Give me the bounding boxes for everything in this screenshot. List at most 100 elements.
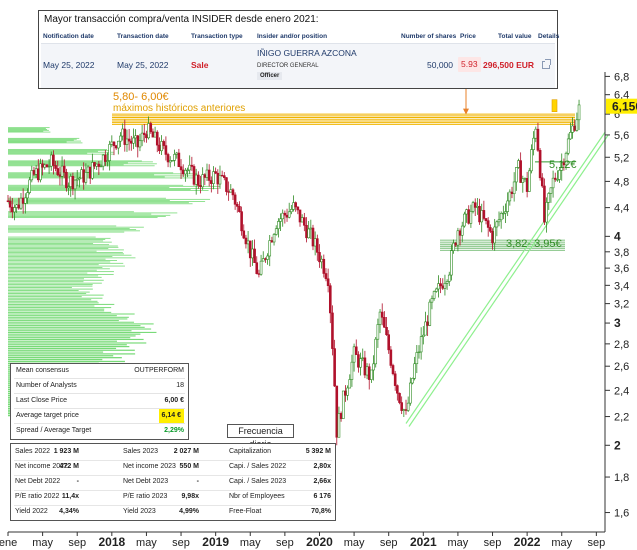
volume-profile-bar [8,331,157,333]
fundamental-label: P/E ratio 2023 [123,493,168,500]
x-tick-label: may [448,537,469,549]
candle-body [551,177,555,189]
candle-body [560,162,564,171]
volume-profile-bar [8,345,130,348]
volume-profile-bar [8,225,117,227]
volume-profile-bar [8,128,46,129]
external-link-icon[interactable] [542,59,551,69]
candle-body [270,240,274,243]
candle-body [549,187,553,194]
candle-body [166,154,170,163]
candle-body [439,283,442,287]
volume-profile-bar [8,243,94,244]
fundamental-label: Net income 2022 [15,463,68,470]
candle-body [190,164,194,167]
volume-profile-bar [8,302,99,304]
volume-profile-bar [8,252,123,253]
x-tick-label: sep [276,537,294,549]
volume-profile-bar [8,340,117,342]
volume-profile-bar [8,161,153,163]
volume-profile-bar [8,285,93,287]
volume-profile-bar [8,308,105,310]
candle-body [391,365,395,375]
candle-body [556,179,559,181]
x-tick-label: 2019 [202,535,229,549]
candle-body [480,210,484,223]
volume-profile-bar [8,256,113,257]
y-tick-label: 1,8 [614,472,629,484]
candle-body [145,134,148,139]
volume-profile-bar [8,320,119,322]
volume-profile-bar [8,262,124,264]
candle-body [99,165,103,168]
volume-profile-bar [8,228,130,229]
volume-profile-bar [8,202,189,204]
candle-body [283,212,287,216]
candle-body [497,219,501,223]
candle-body [478,206,481,223]
fundamental-value: 4,34% [59,508,79,515]
volume-profile-bar [8,318,128,320]
volume-profile-bar [8,131,51,133]
candle-body [106,160,109,162]
transaction-price: 5.93 [458,57,481,72]
y-tick-label: 3,4 [614,280,629,292]
candle-body [216,172,220,185]
y-tick-label: 2,4 [614,385,629,397]
volume-profile-bar [8,141,67,143]
candle-body [227,191,230,193]
x-tick-label: may [32,537,53,549]
volume-profile-bar [8,305,95,307]
candle-body [41,163,44,168]
y-tick-label: 4 [614,229,621,243]
header-transaction-date: Transaction date [117,33,169,40]
candle-body [422,334,425,337]
candle-body [175,152,179,155]
volume-profile-bar [8,129,48,130]
candle-body [142,132,146,135]
volume-profile-bar [8,150,98,152]
volume-profile-bar [8,186,170,188]
fundamental-value: 2 027 M [173,448,199,455]
candle-body [569,132,572,140]
volume-profile-bar [8,164,124,166]
candle-body [28,179,31,193]
candle-body [73,179,77,190]
fundamental-value: 6 176 [313,493,331,500]
fundamental-label: Net income 2023 [123,463,176,470]
candle-body [147,123,150,139]
candle-body [558,170,561,180]
volume-profile-bar [8,325,141,327]
candle-body [553,177,557,180]
candle-body [473,202,477,208]
candle-body [112,141,116,146]
volume-profile-bar [8,130,44,132]
candle-body [19,197,23,209]
candle-body [233,194,237,205]
candle-body [450,250,453,276]
candle-body [121,128,124,137]
candle-body [127,138,131,142]
volume-profile-bar [8,274,114,275]
fundamental-value: 2,66x [313,478,331,485]
candle-body [335,385,339,438]
frequency-label: Frecuencia diaria [227,424,294,449]
header-notification-date: Notification date [43,33,94,40]
candle-body [279,218,282,222]
candle-body [443,282,447,289]
volume-profile-bar [8,279,104,281]
volume-profile-bar [8,197,166,199]
x-tick-label: sep [380,537,398,549]
candle-body [177,152,181,167]
volume-profile-bar [8,148,107,150]
candle-body [194,174,198,185]
volume-profile-bar [8,240,104,242]
candle-body [357,354,360,368]
divider [14,505,332,506]
volume-profile-bar [8,303,115,305]
volume-profile-bar [8,162,128,164]
fundamental-value: - [196,478,199,485]
resistance-band [112,113,575,125]
volume-profile-bar [8,282,102,284]
candle-body [333,348,336,387]
